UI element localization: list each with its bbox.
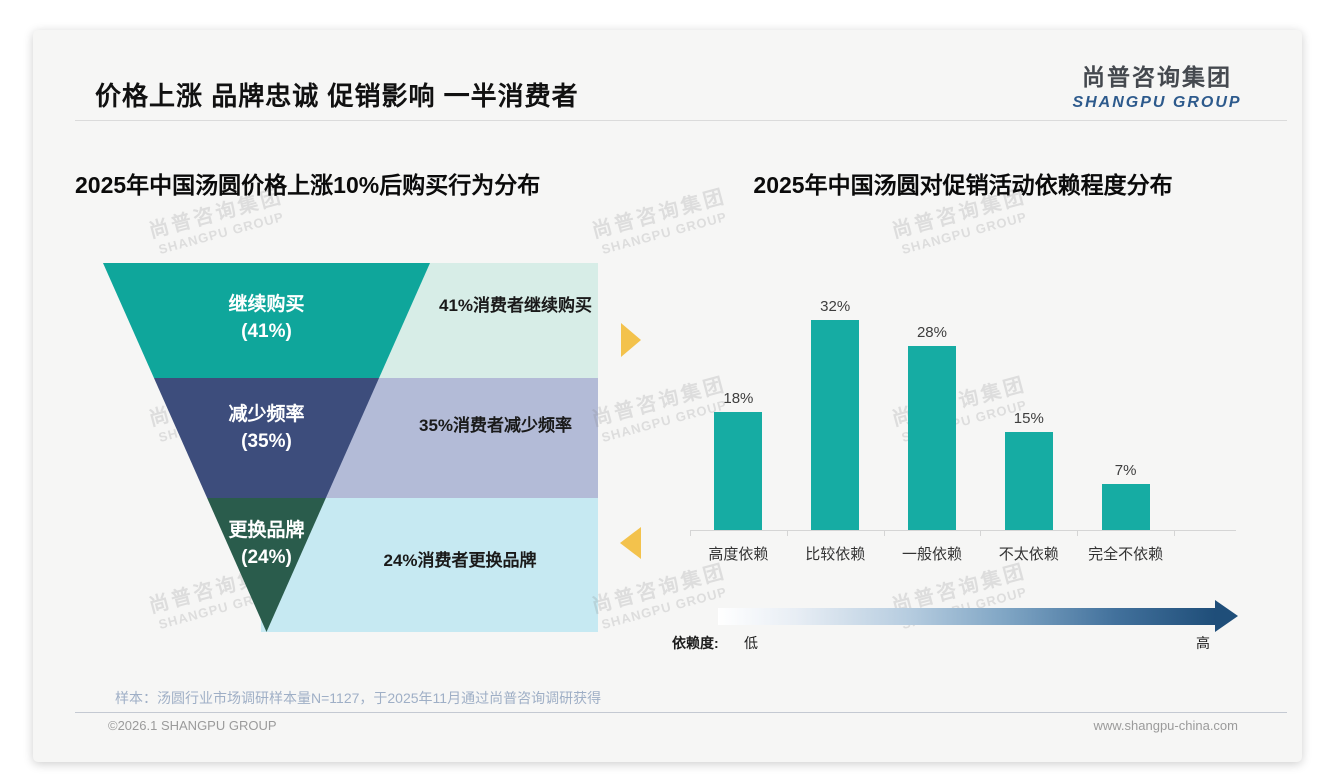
- footer-copyright: ©2026.1 SHANGPU GROUP: [108, 718, 277, 733]
- watermark-en-text: SHANGPU GROUP: [899, 209, 1029, 257]
- funnel-segment-pct: (35%): [241, 431, 292, 452]
- axis-tick: [690, 530, 691, 536]
- category-label: 比较依赖: [805, 546, 866, 563]
- dependency-arrowhead-icon: [1215, 600, 1238, 632]
- footer-divider: [75, 712, 1287, 713]
- dependency-axis-label: 依赖度:: [672, 635, 719, 651]
- bar-chart: 18% 32% 28% 15% 7%: [690, 280, 1174, 530]
- funnel-annotation: 35%消费者减少频率: [418, 416, 573, 435]
- watermark-en-text: SHANGPU GROUP: [156, 209, 286, 257]
- sample-note: 样本：汤圆行业市场调研样本量N=1127，于2025年11月通过尚普咨询调研获得: [115, 690, 602, 706]
- logo-en-text: SHANGPU GROUP: [1072, 94, 1242, 111]
- bar-value-label: 18%: [723, 390, 754, 407]
- funnel-segment-label: 减少频率 (35%): [103, 401, 430, 455]
- axis-tick: [787, 530, 788, 536]
- funnel-band-bg: [261, 498, 598, 632]
- watermark-en-text: SHANGPU GROUP: [599, 209, 729, 257]
- bar: [714, 412, 763, 530]
- bar-value-label: 32%: [820, 298, 851, 315]
- footer-website: www.shangpu-china.com: [1093, 718, 1238, 733]
- bar-column: 18%: [690, 280, 787, 530]
- arrow-right-icon: [621, 323, 641, 357]
- bar-value-label: 7%: [1114, 462, 1137, 479]
- bar-chart-title: 2025年中国汤圆对促销活动依赖程度分布: [753, 172, 1173, 198]
- funnel-chart: 继续购买 (41%) 减少频率 (35%) 更换品牌 (24%) 41%消费者继…: [103, 263, 598, 632]
- title-divider: [75, 120, 1287, 121]
- category-row: 高度依赖 比较依赖 一般依赖 不太依赖 完全不依赖: [690, 543, 1174, 564]
- logo-cn-text: 尚普咨询集团: [1082, 64, 1232, 90]
- funnel-segment-name: 减少频率: [228, 404, 305, 425]
- bar: [811, 320, 860, 530]
- funnel-segment-label: 更换品牌 (24%): [103, 517, 430, 571]
- axis-tick: [1174, 530, 1175, 536]
- category-label: 高度依赖: [708, 546, 769, 563]
- funnel-segment-name: 更换品牌: [228, 520, 305, 541]
- axis-tick: [1077, 530, 1078, 536]
- funnel-segment-name: 继续购买: [228, 294, 305, 315]
- bar-value-label: 28%: [916, 324, 947, 341]
- bar-column: 7%: [1077, 280, 1174, 530]
- funnel-chart-title: 2025年中国汤圆价格上涨10%后购买行为分布: [75, 172, 541, 198]
- bar: [1004, 432, 1053, 530]
- bar: [907, 346, 956, 530]
- category-label: 不太依赖: [998, 546, 1059, 563]
- category-label: 一般依赖: [901, 546, 962, 563]
- company-logo: 尚普咨询集团 SHANGPU GROUP: [1072, 58, 1242, 112]
- dependency-gradient-arrow: [718, 608, 1215, 625]
- bar: [1101, 484, 1150, 530]
- bar-value-label: 15%: [1013, 410, 1044, 427]
- axis-tick: [980, 530, 981, 536]
- x-axis: [690, 530, 1236, 536]
- arrow-left-icon: [620, 527, 641, 559]
- funnel-annotation: 24%消费者更换品牌: [383, 551, 537, 570]
- slide-card: 尚普咨询集团 SHANGPU GROUP 尚普咨询集团 SHANGPU GROUP …: [33, 30, 1302, 762]
- bar-column: 32%: [787, 280, 884, 530]
- funnel-segment-pct: (24%): [241, 547, 292, 568]
- bar-column: 15%: [980, 280, 1077, 530]
- axis-tick: [884, 530, 885, 536]
- funnel-annotation: 41%消费者继续购买: [438, 296, 593, 315]
- page-title: 价格上涨 品牌忠诚 促销影响 一半消费者: [95, 81, 579, 111]
- funnel-segment-pct: (41%): [241, 321, 292, 342]
- bar-column: 28%: [884, 280, 981, 530]
- dependency-high-label: 高: [1196, 635, 1210, 651]
- category-label: 完全不依赖: [1088, 546, 1164, 563]
- dependency-low-label: 低: [744, 635, 758, 651]
- funnel-segment-label: 继续购买 (41%): [103, 291, 430, 345]
